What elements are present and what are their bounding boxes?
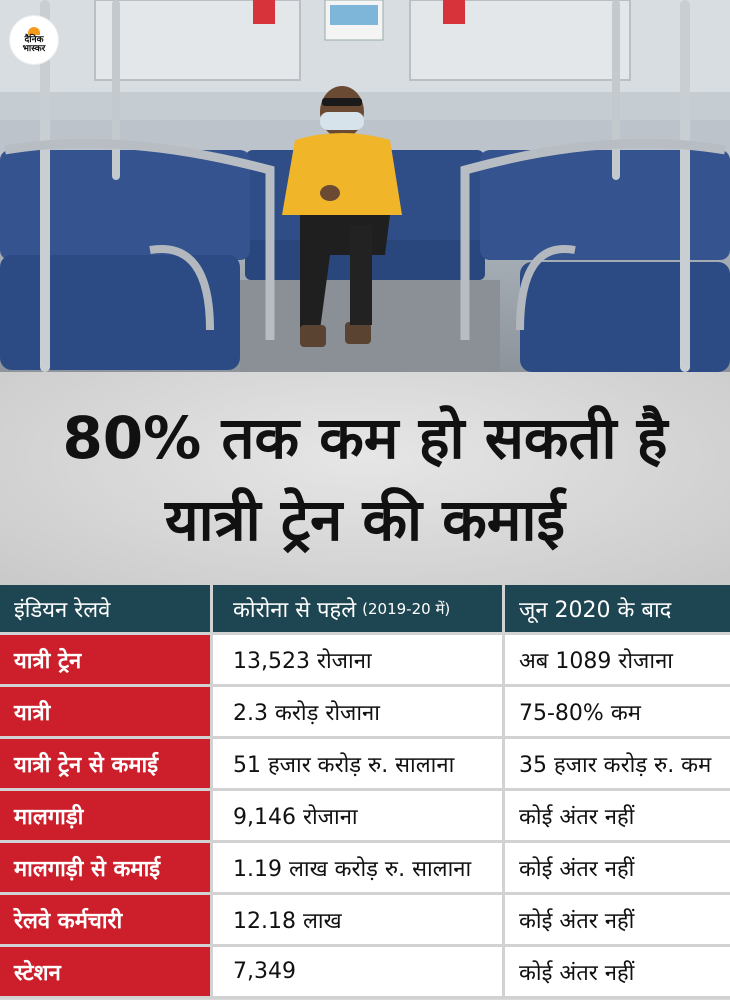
- row-label: रेलवे कर्मचारी: [0, 895, 210, 944]
- table-row: स्टेशन 7,349 कोई अंतर नहीं: [0, 947, 730, 999]
- header-after-june-2020: जून 2020 के बाद: [502, 585, 730, 632]
- comparison-table: इंडियन रेलवे कोरोना से पहले (2019-20 में…: [0, 585, 730, 999]
- table-row: यात्री ट्रेन से कमाई 51 हजार करोड़ रु. स…: [0, 739, 730, 791]
- row-before-value: 1.19 लाख करोड़ रु. सालाना: [210, 843, 502, 892]
- row-after-value: कोई अंतर नहीं: [502, 947, 730, 996]
- train-interior-illustration: [0, 0, 730, 372]
- row-before-value: 2.3 करोड़ रोजाना: [210, 687, 502, 736]
- row-after-value: कोई अंतर नहीं: [502, 895, 730, 944]
- row-before-value: 13,523 रोजाना: [210, 635, 502, 684]
- header-before-corona-label: कोरोना से पहले: [233, 597, 357, 623]
- row-after-value: अब 1089 रोजाना: [502, 635, 730, 684]
- logo-line-1: दैनिक: [24, 34, 44, 45]
- row-label: मालगाड़ी से कमाई: [0, 843, 210, 892]
- row-after-value: 75-80% कम: [502, 687, 730, 736]
- row-label: यात्री: [0, 687, 210, 736]
- logo-line-2: भास्कर: [22, 43, 46, 54]
- row-after-value: कोई अंतर नहीं: [502, 843, 730, 892]
- row-before-value: 9,146 रोजाना: [210, 791, 502, 840]
- headline-line-1: 80% तक कम हो सकती है: [62, 404, 668, 472]
- table-row: यात्री 2.3 करोड़ रोजाना 75-80% कम: [0, 687, 730, 739]
- row-before-value: 51 हजार करोड़ रु. सालाना: [210, 739, 502, 788]
- row-label: मालगाड़ी: [0, 791, 210, 840]
- row-label: स्टेशन: [0, 947, 210, 996]
- header-indian-railways: इंडियन रेलवे: [0, 585, 210, 632]
- row-after-value: 35 हजार करोड़ रु. कम: [502, 739, 730, 788]
- headline-background: [0, 372, 730, 585]
- table-row: मालगाड़ी से कमाई 1.19 लाख करोड़ रु. साला…: [0, 843, 730, 895]
- table-row: रेलवे कर्मचारी 12.18 लाख कोई अंतर नहीं: [0, 895, 730, 947]
- table-row: यात्री ट्रेन 13,523 रोजाना अब 1089 रोजान…: [0, 635, 730, 687]
- row-after-value: कोई अंतर नहीं: [502, 791, 730, 840]
- headline-line-2: यात्री ट्रेन की कमाई: [165, 486, 565, 554]
- header-before-corona-year: (2019-20 में): [362, 599, 451, 618]
- row-before-value: 12.18 लाख: [210, 895, 502, 944]
- row-label: यात्री ट्रेन से कमाई: [0, 739, 210, 788]
- row-label: यात्री ट्रेन: [0, 635, 210, 684]
- train-photo: दैनिक भास्कर: [0, 0, 730, 372]
- dainik-bhaskar-logo: दैनिक भास्कर: [10, 16, 58, 64]
- header-before-corona: कोरोना से पहले (2019-20 में): [210, 585, 502, 632]
- row-before-value: 7,349: [210, 947, 502, 996]
- table-header-row: इंडियन रेलवे कोरोना से पहले (2019-20 में…: [0, 585, 730, 635]
- sun-icon: [28, 26, 40, 35]
- table-row: मालगाड़ी 9,146 रोजाना कोई अंतर नहीं: [0, 791, 730, 843]
